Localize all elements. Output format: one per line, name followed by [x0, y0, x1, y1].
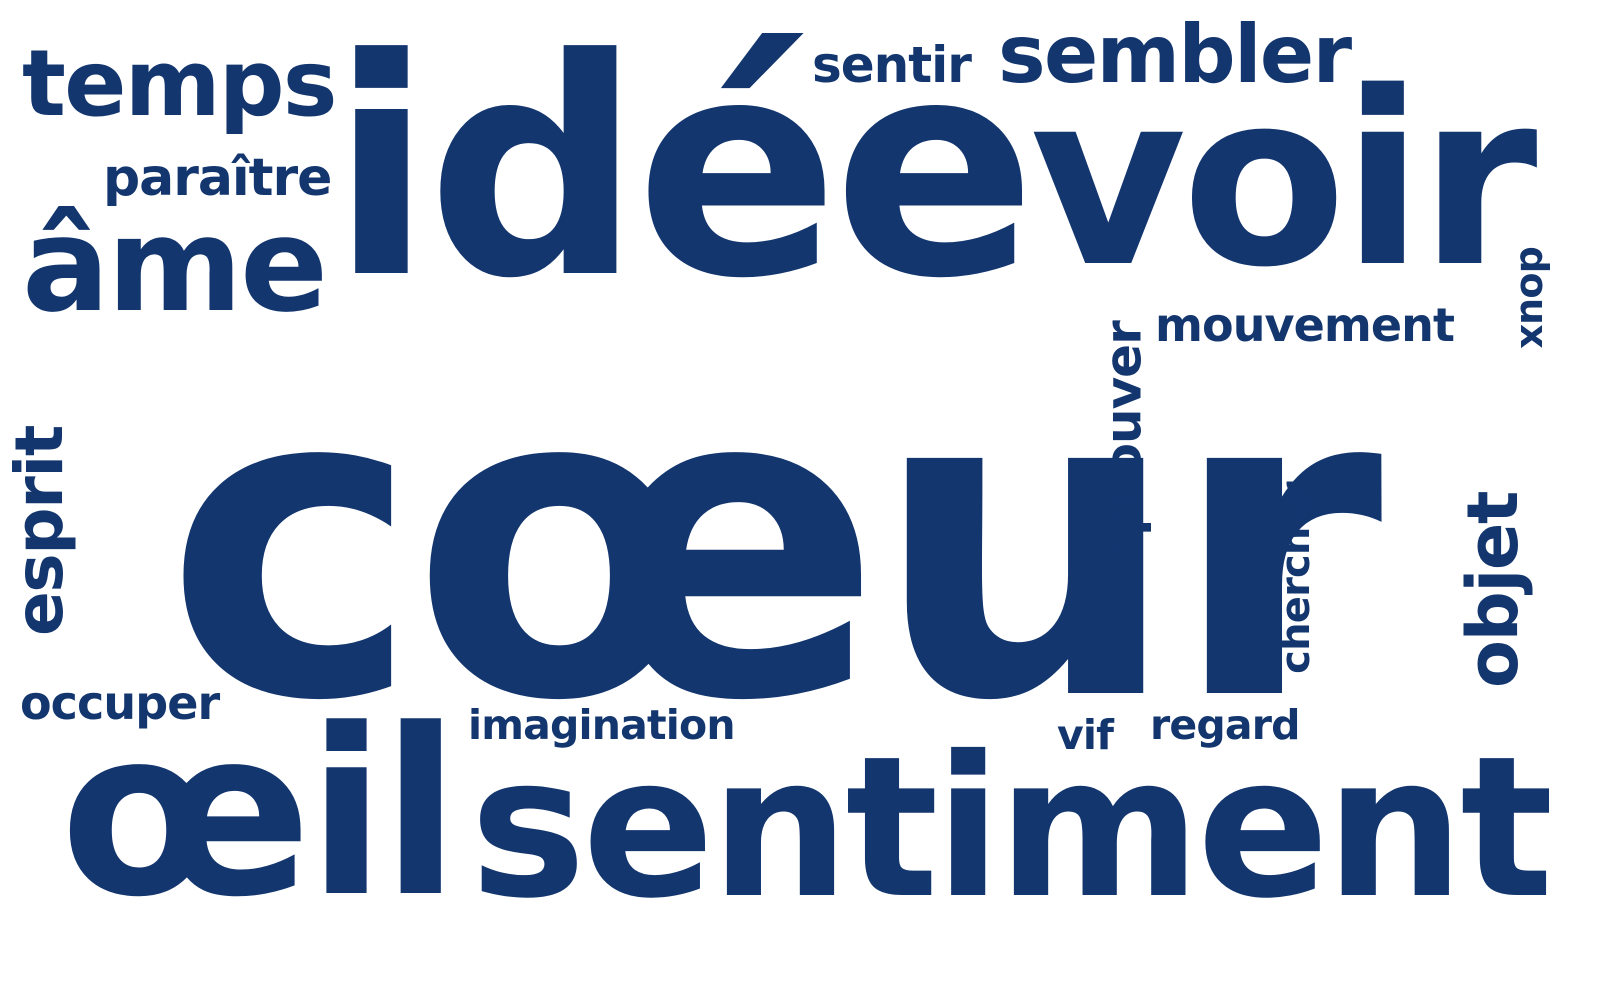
word-temps: temps: [22, 30, 337, 137]
word-coeur: cœur: [165, 295, 1383, 795]
word-eprouver: éprouver: [1094, 321, 1153, 569]
word-ame: âme: [22, 189, 328, 341]
word-oeil: œil: [60, 681, 460, 948]
word-idee: idée: [330, 0, 1037, 344]
word-paraitre: paraître: [103, 148, 332, 208]
word-chercher: chercher: [1272, 482, 1319, 674]
word-voir: voir: [1030, 40, 1538, 320]
word-vif: vif: [1057, 711, 1114, 759]
word-imagination: imagination: [468, 701, 736, 749]
word-occuper: occuper: [20, 676, 220, 730]
word-doux: doux: [1511, 246, 1556, 348]
word-sembler: sembler: [998, 8, 1352, 101]
word-esprit: esprit: [1, 425, 79, 637]
word-objet: objet: [1452, 491, 1535, 689]
word-sentir: sentir: [812, 36, 972, 94]
word-regard: regard: [1150, 701, 1301, 749]
word-sentiment: sentiment: [470, 714, 1553, 941]
word-mouvement: mouvement: [1155, 298, 1455, 352]
